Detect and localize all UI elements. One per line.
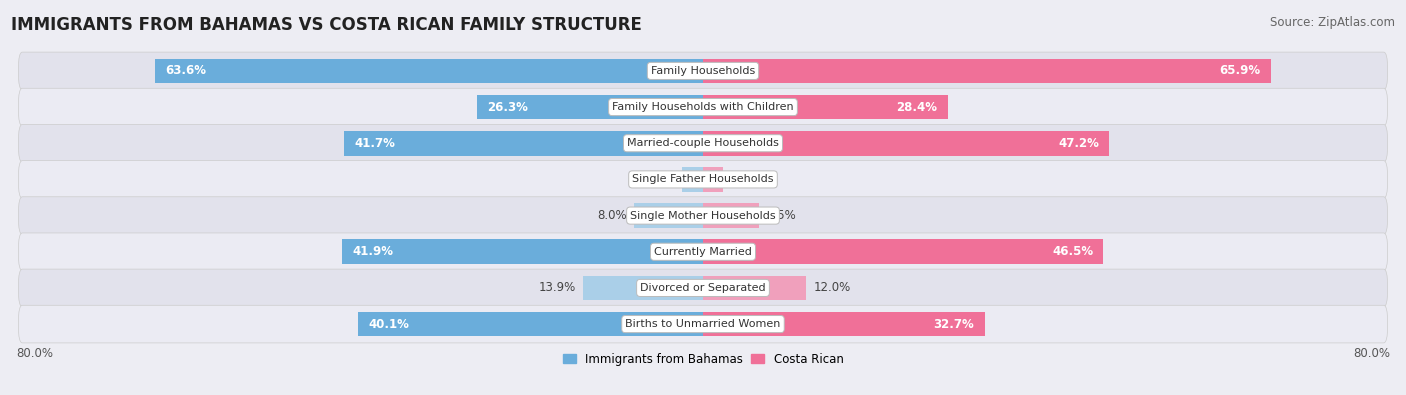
Text: 65.9%: 65.9%: [1219, 64, 1260, 77]
Bar: [703, 203, 759, 228]
Bar: [682, 167, 703, 192]
Text: Family Households: Family Households: [651, 66, 755, 76]
Bar: [344, 131, 703, 156]
Bar: [155, 58, 703, 83]
FancyBboxPatch shape: [18, 161, 1388, 198]
Text: Divorced or Separated: Divorced or Separated: [640, 283, 766, 293]
Text: 13.9%: 13.9%: [538, 281, 576, 294]
Bar: [703, 312, 984, 337]
Text: 80.0%: 80.0%: [1353, 346, 1391, 359]
Text: Family Households with Children: Family Households with Children: [612, 102, 794, 112]
Bar: [703, 58, 1271, 83]
Text: Currently Married: Currently Married: [654, 247, 752, 257]
Text: 63.6%: 63.6%: [166, 64, 207, 77]
Text: 28.4%: 28.4%: [896, 101, 938, 114]
Bar: [703, 276, 807, 300]
Text: IMMIGRANTS FROM BAHAMAS VS COSTA RICAN FAMILY STRUCTURE: IMMIGRANTS FROM BAHAMAS VS COSTA RICAN F…: [11, 16, 643, 34]
Bar: [703, 131, 1109, 156]
Text: Single Father Households: Single Father Households: [633, 175, 773, 184]
FancyBboxPatch shape: [18, 233, 1388, 271]
Text: 32.7%: 32.7%: [934, 318, 974, 331]
Text: 41.9%: 41.9%: [353, 245, 394, 258]
Text: 41.7%: 41.7%: [354, 137, 395, 150]
Text: 2.3%: 2.3%: [730, 173, 759, 186]
FancyBboxPatch shape: [18, 52, 1388, 90]
Text: 12.0%: 12.0%: [813, 281, 851, 294]
Bar: [583, 276, 703, 300]
Legend: Immigrants from Bahamas, Costa Rican: Immigrants from Bahamas, Costa Rican: [562, 353, 844, 366]
Bar: [357, 312, 703, 337]
Text: 47.2%: 47.2%: [1059, 137, 1099, 150]
Bar: [342, 239, 703, 264]
Bar: [703, 239, 1104, 264]
FancyBboxPatch shape: [18, 124, 1388, 162]
Text: 40.1%: 40.1%: [368, 318, 409, 331]
FancyBboxPatch shape: [18, 197, 1388, 234]
Text: 26.3%: 26.3%: [486, 101, 527, 114]
Bar: [703, 95, 948, 119]
Text: 8.0%: 8.0%: [598, 209, 627, 222]
Text: 80.0%: 80.0%: [15, 346, 53, 359]
FancyBboxPatch shape: [18, 305, 1388, 343]
Bar: [477, 95, 703, 119]
Text: Source: ZipAtlas.com: Source: ZipAtlas.com: [1270, 16, 1395, 29]
Bar: [634, 203, 703, 228]
Text: 46.5%: 46.5%: [1052, 245, 1092, 258]
Bar: [703, 167, 723, 192]
Text: Single Mother Households: Single Mother Households: [630, 211, 776, 220]
Text: 2.4%: 2.4%: [645, 173, 675, 186]
Text: Married-couple Households: Married-couple Households: [627, 138, 779, 148]
Text: 6.5%: 6.5%: [766, 209, 796, 222]
FancyBboxPatch shape: [18, 269, 1388, 307]
FancyBboxPatch shape: [18, 88, 1388, 126]
Text: Births to Unmarried Women: Births to Unmarried Women: [626, 319, 780, 329]
